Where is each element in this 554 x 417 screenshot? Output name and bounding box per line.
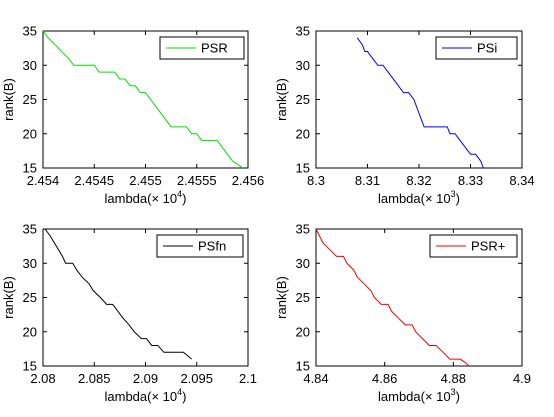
legend: PSR	[159, 36, 245, 60]
legend-label: PSfn	[198, 239, 226, 254]
legend: PSfn	[156, 234, 244, 258]
y-tick-label: 30	[23, 58, 37, 73]
subplot-4: 4.84 4.86 4.88 4.9 15 20 25 30 35 rank(B) lambda(×…	[274, 222, 531, 405]
legend-box	[429, 234, 518, 258]
y-tick-label: 35	[296, 222, 310, 237]
legend-box	[156, 234, 244, 258]
y-axis-label: rank(B)	[1, 78, 16, 121]
x-tick-label: 2.1	[239, 371, 257, 386]
legend-box	[435, 36, 518, 60]
x-tick-label: 8.31	[355, 173, 380, 188]
series-line-psr	[315, 228, 470, 367]
x-axis-label: lambda(× 103)	[378, 387, 460, 404]
x-tick-label: 2.4545	[74, 173, 114, 188]
y-axis-label: rank(B)	[1, 276, 16, 319]
series-line-psfn	[44, 228, 192, 360]
series-line-psi	[356, 37, 484, 169]
x-tick-label: 2.454	[27, 173, 60, 188]
x-axis-label: lambda(× 104)	[105, 387, 187, 404]
legend-label: PSR	[201, 41, 228, 56]
x-tick-label: 2.4555	[177, 173, 217, 188]
x-tick-label: 4.84	[303, 371, 328, 386]
x-tick-label: 8.32	[406, 173, 431, 188]
x-axis-label: lambda(× 104)	[105, 189, 187, 206]
legend: PSi	[435, 36, 518, 60]
x-tick-label: 8.33	[458, 173, 483, 188]
x-tick-label: 8.3	[307, 173, 325, 188]
series-line-psr	[42, 30, 244, 169]
y-tick-label: 30	[296, 58, 310, 73]
x-tick-label: 2.08	[30, 371, 55, 386]
subplot-3: 2.08 2.085 2.09 2.095 2.1 15 20 25 30 35 rank(B) la…	[1, 222, 257, 405]
y-tick-label: 25	[296, 290, 310, 305]
y-axis-label: rank(B)	[274, 78, 289, 121]
x-axis-label: lambda(× 103)	[378, 189, 460, 206]
y-tick-label: 15	[23, 161, 37, 176]
y-tick-label: 35	[296, 24, 310, 39]
x-tick-label: 2.456	[232, 173, 265, 188]
x-tick-label: 2.455	[129, 173, 162, 188]
x-tick-label: 4.88	[441, 371, 466, 386]
y-tick-label: 35	[23, 222, 37, 237]
y-tick-label: 35	[23, 24, 37, 39]
legend: PSR+	[429, 234, 518, 258]
x-tick-label: 4.9	[513, 371, 531, 386]
y-tick-label: 20	[296, 324, 310, 339]
legend-box	[159, 36, 245, 60]
x-tick-label: 8.34	[509, 173, 534, 188]
y-tick-label: 15	[296, 161, 310, 176]
legend-label: PSR+	[471, 239, 505, 254]
y-tick-label: 30	[296, 256, 310, 271]
subplot-1: 2.454 2.4545 2.455 2.4555 2.456 15 20 25 30 35 ran…	[1, 24, 264, 207]
y-tick-label: 25	[23, 290, 37, 305]
y-tick-label: 20	[23, 126, 37, 141]
y-axis-label: rank(B)	[274, 276, 289, 319]
x-tick-label: 2.095	[180, 371, 213, 386]
subplot-2: 8.3 8.31 8.32 8.33 8.34 15 20 25 30 35 rank(B) lamb…	[274, 24, 535, 207]
x-tick-label: 2.085	[78, 371, 111, 386]
y-tick-label: 20	[296, 126, 310, 141]
legend-label: PSi	[477, 41, 497, 56]
y-tick-label: 30	[23, 256, 37, 271]
y-tick-label: 25	[23, 92, 37, 107]
y-tick-label: 15	[296, 359, 310, 374]
x-tick-label: 4.86	[372, 371, 397, 386]
x-tick-label: 2.09	[133, 371, 158, 386]
y-tick-label: 15	[23, 359, 37, 374]
y-tick-label: 25	[296, 92, 310, 107]
y-tick-label: 20	[23, 324, 37, 339]
